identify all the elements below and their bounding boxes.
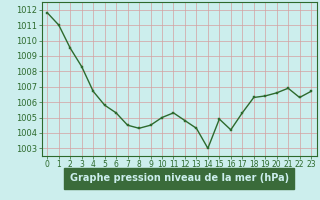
X-axis label: Graphe pression niveau de la mer (hPa): Graphe pression niveau de la mer (hPa) [70,173,289,183]
